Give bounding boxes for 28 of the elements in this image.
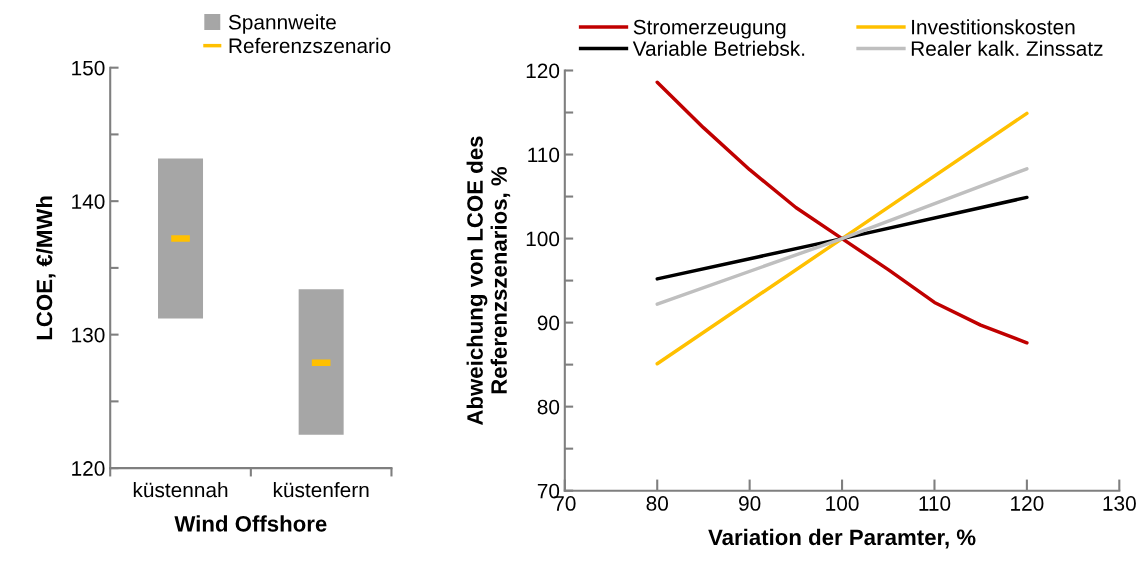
x-tick-label: 90 [739, 496, 761, 511]
y-tick-label: 130 [72, 327, 105, 343]
x-tick-label: 130 [1103, 496, 1136, 511]
y-tick-label: 100 [526, 231, 560, 247]
y-tick-label: 110 [528, 147, 560, 163]
y-tick-label: 120 [72, 461, 105, 476]
x-tick-label: 100 [826, 496, 859, 511]
y-tick-label: 90 [537, 315, 560, 331]
x-axis-title: Wind Offshore [174, 515, 327, 532]
y-tick-label: 140 [72, 194, 105, 209]
x-tick-label: 110 [919, 496, 951, 511]
x-axis-title: Variation der Paramter, % [708, 528, 976, 549]
y-axis-title: Abweichung von LCOE des Referenzszenarios, % [466, 136, 511, 426]
line-series [655, 80, 1029, 345]
legend-label: Variable Betriebsk. [632, 40, 805, 56]
y-tick-label: 120 [526, 63, 560, 79]
x-tick-label: küstennah [133, 482, 228, 498]
y-axis-title: LCOE, €/MWh [35, 196, 56, 340]
legend-label: Spannweite [228, 14, 336, 34]
x-tick-label: 80 [646, 496, 668, 511]
x-tick-label: 120 [1011, 496, 1044, 511]
legend-label: Investitionskosten [912, 19, 1075, 35]
legend-label: Stromerzeugung [633, 19, 786, 39]
y-tick-label: 80 [537, 399, 560, 415]
legend-label: Referenzszenario [229, 37, 391, 54]
y-tick-label: 150 [72, 60, 105, 76]
x-tick-label: küstenfern [273, 482, 369, 498]
legend-label: Realer kalk. Zinssatz [911, 40, 1103, 56]
